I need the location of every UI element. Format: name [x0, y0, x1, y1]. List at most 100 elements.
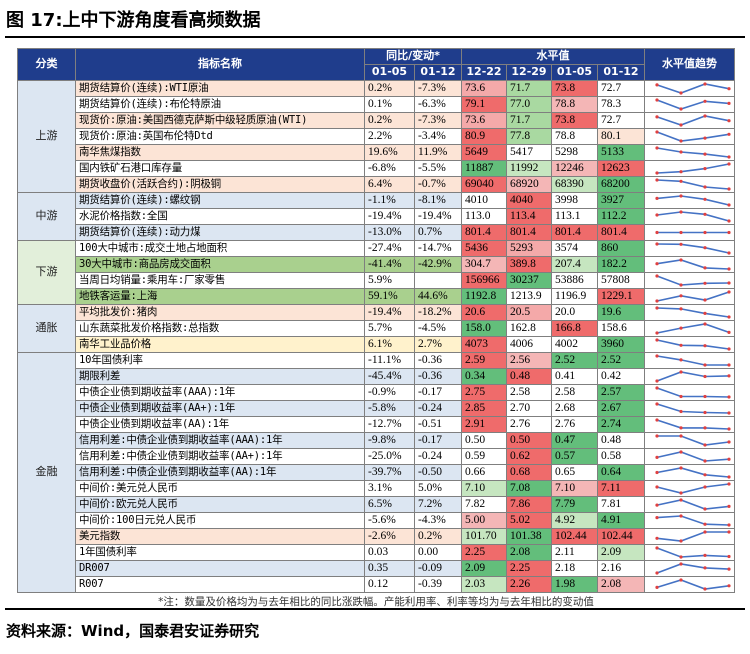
- yoy-value: 11.9%: [414, 143, 462, 161]
- trend-point: [679, 179, 683, 183]
- yoy-value: 0.1%: [364, 95, 415, 113]
- level-value: 20.5: [506, 303, 552, 321]
- trend-point: [727, 281, 731, 285]
- trend-point: [655, 571, 659, 575]
- header-yoy-date: 01-12: [414, 63, 462, 81]
- trend-sparkline: [655, 466, 731, 479]
- trend-sparkline-cell: [644, 559, 735, 577]
- level-value: 72.7: [597, 79, 645, 97]
- trend-point: [703, 472, 707, 477]
- table-row: 中游 期货结算价(连续):螺纹钢 -1.1% -8.1% 4010 4040 3998 392…: [17, 191, 735, 241]
- level-value: 389.8: [506, 255, 552, 273]
- yoy-value: -0.36: [414, 351, 462, 369]
- trend-line: [656, 114, 730, 126]
- level-value: 71.7: [506, 111, 552, 129]
- trend-point: [655, 354, 659, 358]
- trend-line: [656, 242, 730, 254]
- trend-sparkline: [655, 290, 731, 303]
- category-cell: 金融: [17, 351, 76, 593]
- indicator-name: 南华焦煤指数: [75, 143, 365, 161]
- level-value: 77.8: [506, 127, 552, 145]
- table-row: 信用利差:中债企业债到期收益率(AA+):1年 -25.0% -0.24 0.59 0.…: [18, 447, 735, 465]
- trend-point: [679, 210, 683, 214]
- trend-point: [679, 169, 683, 174]
- level-value: 72.7: [597, 111, 645, 129]
- header-level-group: 水平值: [461, 48, 645, 65]
- level-value: 207.4: [551, 255, 598, 273]
- table-row: R007 0.12 -0.39 2.03 2.26 1.98 2.08: [18, 575, 735, 593]
- trend-sparkline: [655, 498, 731, 511]
- trend-point: [679, 194, 683, 198]
- trend-sparkline-cell: [644, 367, 735, 385]
- trend-sparkline: [655, 562, 731, 575]
- level-value: 1213.9: [506, 287, 552, 305]
- trend-point: [679, 578, 683, 582]
- trend-point: [727, 162, 731, 166]
- trend-point: [727, 395, 731, 399]
- level-value: 4.92: [551, 511, 598, 529]
- trend-point: [679, 466, 683, 470]
- level-value: 0.59: [461, 447, 507, 465]
- level-value: 5133: [597, 143, 645, 161]
- trend-point: [655, 299, 659, 303]
- level-value: 5649: [461, 143, 507, 161]
- trend-sparkline: [655, 418, 731, 431]
- level-value: 860: [597, 239, 645, 257]
- table-footnote: *注：数量及价格均为与去年相比的同比涨跌幅。产能利用率、利率等均为与去年相比的变…: [158, 595, 594, 608]
- table-row: DR007 0.35 -0.09 2.09 2.25 2.18 2.16: [18, 559, 735, 577]
- trend-line: [656, 306, 730, 318]
- trend-point: [655, 503, 659, 507]
- trend-sparkline-cell: [644, 159, 735, 177]
- trend-sparkline: [655, 306, 731, 319]
- level-value: 19.6: [597, 303, 645, 321]
- level-value: 68390: [551, 175, 598, 193]
- level-value: 801.4: [461, 223, 507, 241]
- level-value: 0.66: [461, 463, 507, 481]
- yoy-value: 5.9%: [364, 271, 415, 289]
- table-row: 期限利差 -45.4% -0.36 0.34 0.48 0.41 0.42: [18, 367, 735, 385]
- trend-sparkline-cell: [644, 383, 735, 401]
- yoy-value: [414, 271, 462, 289]
- trend-point: [703, 185, 707, 189]
- trend-sparkline: [655, 338, 731, 351]
- indicator-name: 现货价:原油:美国西德克萨斯中级轻质原油(WTI): [75, 111, 365, 129]
- trend-sparkline-cell: [644, 319, 735, 337]
- trend-point: [679, 491, 683, 495]
- trend-point: [727, 86, 731, 91]
- trend-point: [679, 293, 683, 298]
- level-value: 0.62: [506, 447, 552, 465]
- trend-point: [703, 507, 707, 511]
- trend-sparkline: [655, 178, 731, 191]
- indicator-name: R007: [75, 575, 365, 593]
- table-row: 通胀 平均批发价:猪肉 -19.4% -18.2% 20.6 20.5 20.0 19.6: [17, 303, 735, 353]
- trend-point: [655, 338, 659, 342]
- trend-point: [679, 343, 683, 347]
- trend-point: [727, 554, 731, 558]
- trend-point: [655, 434, 659, 438]
- trend-sparkline-cell: [644, 79, 735, 97]
- yoy-value: -42.9%: [414, 255, 462, 273]
- indicator-name: 期货结算价(连续):螺纹钢: [75, 191, 365, 209]
- trend-point: [655, 455, 659, 459]
- indicator-name: DR007: [75, 559, 365, 577]
- trend-point: [703, 566, 707, 570]
- trend-line: [656, 466, 730, 478]
- trend-point: [655, 402, 659, 406]
- trend-line: [656, 146, 730, 158]
- trend-line: [656, 450, 730, 462]
- level-value: 2.25: [506, 559, 552, 577]
- yoy-value: -12.7%: [364, 415, 415, 433]
- trend-sparkline: [655, 530, 731, 543]
- trend-point: [655, 536, 659, 540]
- level-value: 162.8: [506, 319, 552, 337]
- level-value: 1.98: [551, 575, 598, 593]
- trend-point: [655, 213, 659, 217]
- level-value: 3960: [597, 335, 645, 353]
- trend-sparkline: [655, 482, 731, 495]
- trend-point: [679, 434, 683, 438]
- level-value: 113.0: [461, 207, 507, 225]
- level-value: 0.50: [506, 431, 552, 449]
- trend-point: [655, 331, 659, 335]
- trend-point: [679, 150, 683, 154]
- level-value: 2.74: [597, 415, 645, 433]
